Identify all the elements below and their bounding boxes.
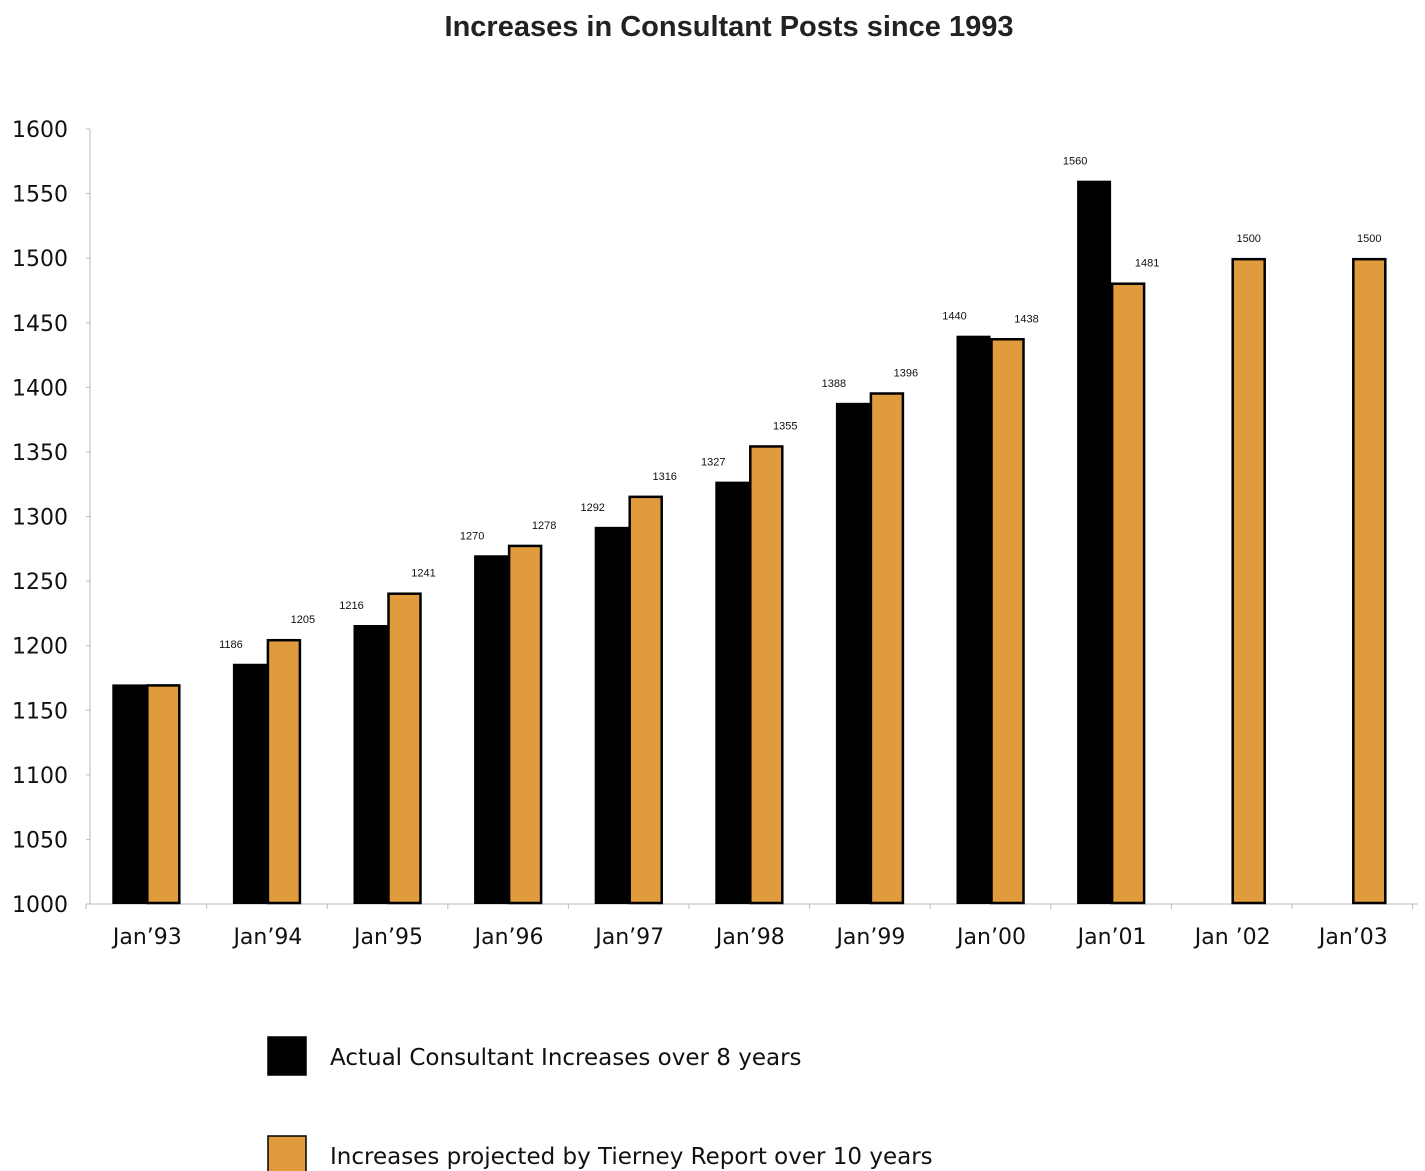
y-tick-label: 1350	[12, 441, 68, 466]
bar-projected	[507, 544, 543, 905]
bar-projected	[146, 684, 181, 905]
bar-projected	[387, 592, 422, 905]
bar-actual	[835, 402, 870, 904]
x-tick-label: Jan’97	[593, 925, 664, 950]
bar-actual	[232, 663, 267, 904]
x-tick-label: Jan’03	[1317, 925, 1388, 950]
bar-projected	[869, 392, 905, 905]
data-label-actual: 1327	[701, 457, 725, 469]
x-tick-label: Jan’00	[955, 925, 1026, 950]
bar-projected	[266, 638, 302, 905]
y-tick-label: 1450	[12, 312, 68, 337]
x-tick-label: Jan’94	[231, 925, 302, 950]
bar-actual	[594, 526, 629, 904]
y-axis-ticks: 1000 1050 1100 1150 1200 1250 1300 1350 1400 1450…	[12, 118, 90, 918]
y-tick-label: 1600	[12, 118, 68, 143]
x-axis-ticks: Jan’93 Jan’94 Jan’95 Jan’96 Jan’97 Jan’98 Jan’…	[85, 904, 1414, 950]
data-label-actual: 1560	[1063, 156, 1087, 168]
data-label-projected: 1316	[652, 471, 676, 483]
bar-actual	[1077, 180, 1112, 904]
x-tick-label: Jan’98	[714, 925, 785, 950]
y-tick-label: 1500	[12, 247, 68, 272]
data-label-projected: 1500	[1357, 233, 1381, 245]
data-labels: 1186 1205 1216 1241 1270 1278 1292 1316 1327 1355…	[219, 156, 1381, 651]
bar-projected	[1352, 257, 1387, 905]
y-tick-label: 1250	[12, 570, 68, 595]
data-label-actual: 1216	[339, 600, 363, 612]
bar-projected	[1231, 257, 1266, 905]
data-label-actual: 1292	[580, 502, 604, 514]
data-label-projected: 1355	[773, 420, 797, 432]
data-label-projected: 1396	[894, 368, 918, 380]
x-tick-label: Jan’99	[834, 925, 905, 950]
bar-projected	[628, 495, 663, 905]
x-tick-label: Jan’95	[352, 925, 423, 950]
x-tick-label: Jan’96	[473, 925, 544, 950]
bars	[112, 180, 1387, 905]
bar-projected	[749, 445, 784, 905]
y-tick-label: 1400	[12, 376, 68, 401]
data-label-projected: 1278	[532, 520, 556, 532]
chart-title: Increases in Consultant Posts since 1993	[445, 11, 1014, 43]
bar-actual	[353, 625, 388, 904]
data-label-projected: 1241	[411, 568, 435, 580]
data-label-actual: 1186	[219, 639, 243, 651]
data-label-projected: 1500	[1236, 233, 1260, 245]
bar-actual	[956, 335, 991, 905]
data-label-actual: 1440	[942, 311, 966, 323]
legend-swatch	[267, 1135, 307, 1171]
y-tick-label: 1050	[12, 828, 68, 853]
legend: Actual Consultant Increases over 8 years…	[267, 1036, 933, 1171]
bar-actual	[715, 481, 750, 904]
y-tick-label: 1300	[12, 506, 68, 531]
bar-projected	[1110, 282, 1146, 905]
y-tick-label: 1200	[12, 635, 68, 660]
x-tick-label: Jan ’02	[1193, 925, 1271, 950]
data-label-actual: 1270	[460, 530, 484, 542]
legend-label: Actual Consultant Increases over 8 years	[330, 1045, 802, 1071]
legend-swatch	[267, 1036, 307, 1076]
y-tick-label: 1000	[12, 893, 68, 918]
x-tick-label: Jan’01	[1076, 925, 1147, 950]
y-tick-label: 1100	[12, 764, 68, 789]
x-tick-label: Jan’93	[111, 925, 182, 950]
y-tick-label: 1550	[12, 183, 68, 208]
bar-actual	[112, 684, 147, 904]
data-label-projected: 1438	[1014, 313, 1038, 325]
data-label-projected: 1481	[1135, 258, 1159, 270]
legend-label: Increases projected by Tierney Report ov…	[330, 1144, 933, 1170]
bar-actual	[474, 555, 509, 904]
y-tick-label: 1150	[12, 699, 68, 724]
data-label-actual: 1388	[822, 378, 846, 390]
data-label-projected: 1205	[291, 614, 315, 626]
bar-projected	[990, 338, 1025, 905]
